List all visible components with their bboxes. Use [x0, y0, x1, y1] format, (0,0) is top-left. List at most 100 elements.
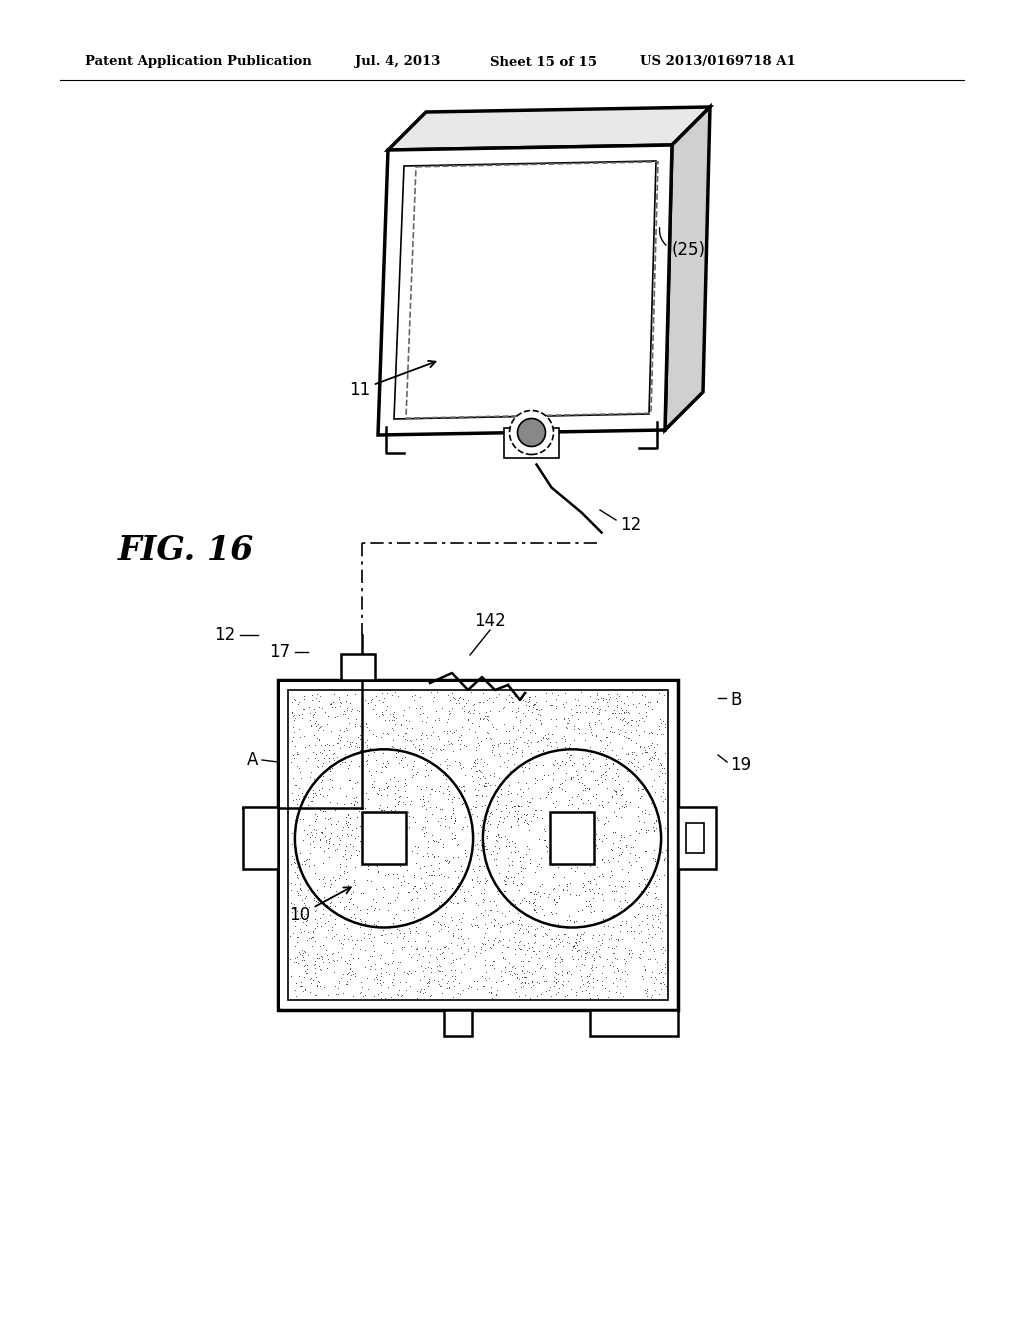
- Point: [618, 921, 635, 942]
- Point: [400, 899, 417, 920]
- Point: [499, 733, 515, 754]
- Circle shape: [517, 418, 546, 446]
- Point: [430, 832, 446, 853]
- Point: [595, 888, 611, 909]
- Point: [630, 797, 646, 818]
- Point: [597, 762, 613, 783]
- Point: [385, 876, 401, 898]
- Point: [373, 965, 389, 986]
- Point: [331, 686, 347, 708]
- Point: [387, 795, 403, 816]
- Point: [388, 886, 404, 907]
- Point: [507, 957, 523, 978]
- Point: [649, 952, 666, 973]
- Point: [447, 810, 464, 832]
- Point: [319, 837, 336, 858]
- Point: [376, 799, 392, 820]
- Point: [587, 829, 603, 850]
- Point: [418, 759, 434, 780]
- Point: [364, 871, 380, 892]
- Point: [356, 912, 373, 933]
- Point: [478, 969, 495, 990]
- Point: [505, 717, 521, 738]
- Point: [548, 731, 564, 752]
- Point: [506, 939, 522, 960]
- Point: [554, 777, 570, 799]
- Point: [492, 837, 508, 858]
- Point: [497, 948, 513, 969]
- Point: [431, 921, 447, 942]
- Point: [580, 896, 596, 917]
- Point: [451, 973, 467, 994]
- Point: [639, 884, 655, 906]
- Point: [425, 738, 441, 759]
- Point: [638, 982, 654, 1003]
- Point: [392, 855, 409, 876]
- Point: [631, 702, 647, 723]
- Point: [522, 987, 539, 1008]
- Point: [500, 780, 516, 801]
- Point: [380, 953, 396, 974]
- Point: [566, 718, 583, 739]
- Point: [444, 925, 461, 946]
- Point: [397, 793, 414, 814]
- Point: [321, 779, 337, 800]
- Point: [455, 928, 471, 949]
- Point: [386, 962, 402, 983]
- Point: [646, 813, 663, 834]
- Point: [623, 842, 639, 863]
- Point: [296, 966, 312, 987]
- Point: [460, 977, 476, 998]
- Point: [483, 954, 500, 975]
- Point: [333, 693, 349, 714]
- Point: [441, 780, 458, 801]
- Point: [352, 982, 369, 1003]
- Point: [520, 818, 537, 840]
- Point: [303, 791, 319, 812]
- Point: [296, 896, 312, 917]
- Text: US 2013/0169718 A1: US 2013/0169718 A1: [640, 55, 796, 69]
- Point: [514, 781, 530, 803]
- Point: [368, 891, 384, 912]
- Point: [524, 805, 541, 826]
- Point: [386, 709, 402, 730]
- Point: [357, 797, 374, 818]
- Point: [291, 705, 307, 726]
- Point: [584, 878, 600, 899]
- Point: [567, 956, 584, 977]
- Point: [605, 702, 622, 723]
- Point: [577, 948, 593, 969]
- Point: [424, 742, 440, 763]
- Point: [332, 865, 348, 886]
- Point: [478, 785, 495, 807]
- Point: [510, 909, 526, 931]
- Point: [534, 698, 550, 719]
- Point: [322, 693, 338, 714]
- Point: [510, 808, 526, 829]
- Point: [404, 733, 421, 754]
- Point: [490, 912, 507, 933]
- Point: [433, 906, 450, 927]
- Point: [286, 899, 302, 920]
- Point: [388, 801, 404, 822]
- Point: [298, 751, 314, 772]
- Point: [567, 932, 584, 953]
- Point: [369, 854, 385, 875]
- Point: [313, 946, 330, 968]
- Point: [587, 847, 603, 869]
- Point: [386, 788, 402, 809]
- Point: [618, 713, 635, 734]
- Point: [548, 928, 564, 949]
- Point: [585, 748, 601, 770]
- Point: [366, 913, 382, 935]
- Point: [346, 962, 362, 983]
- Point: [331, 929, 347, 950]
- Point: [338, 785, 354, 807]
- Point: [555, 936, 571, 957]
- Point: [471, 692, 487, 713]
- Point: [359, 979, 376, 1001]
- Point: [516, 962, 532, 983]
- Point: [500, 974, 516, 995]
- Point: [507, 964, 523, 985]
- Point: [555, 970, 571, 991]
